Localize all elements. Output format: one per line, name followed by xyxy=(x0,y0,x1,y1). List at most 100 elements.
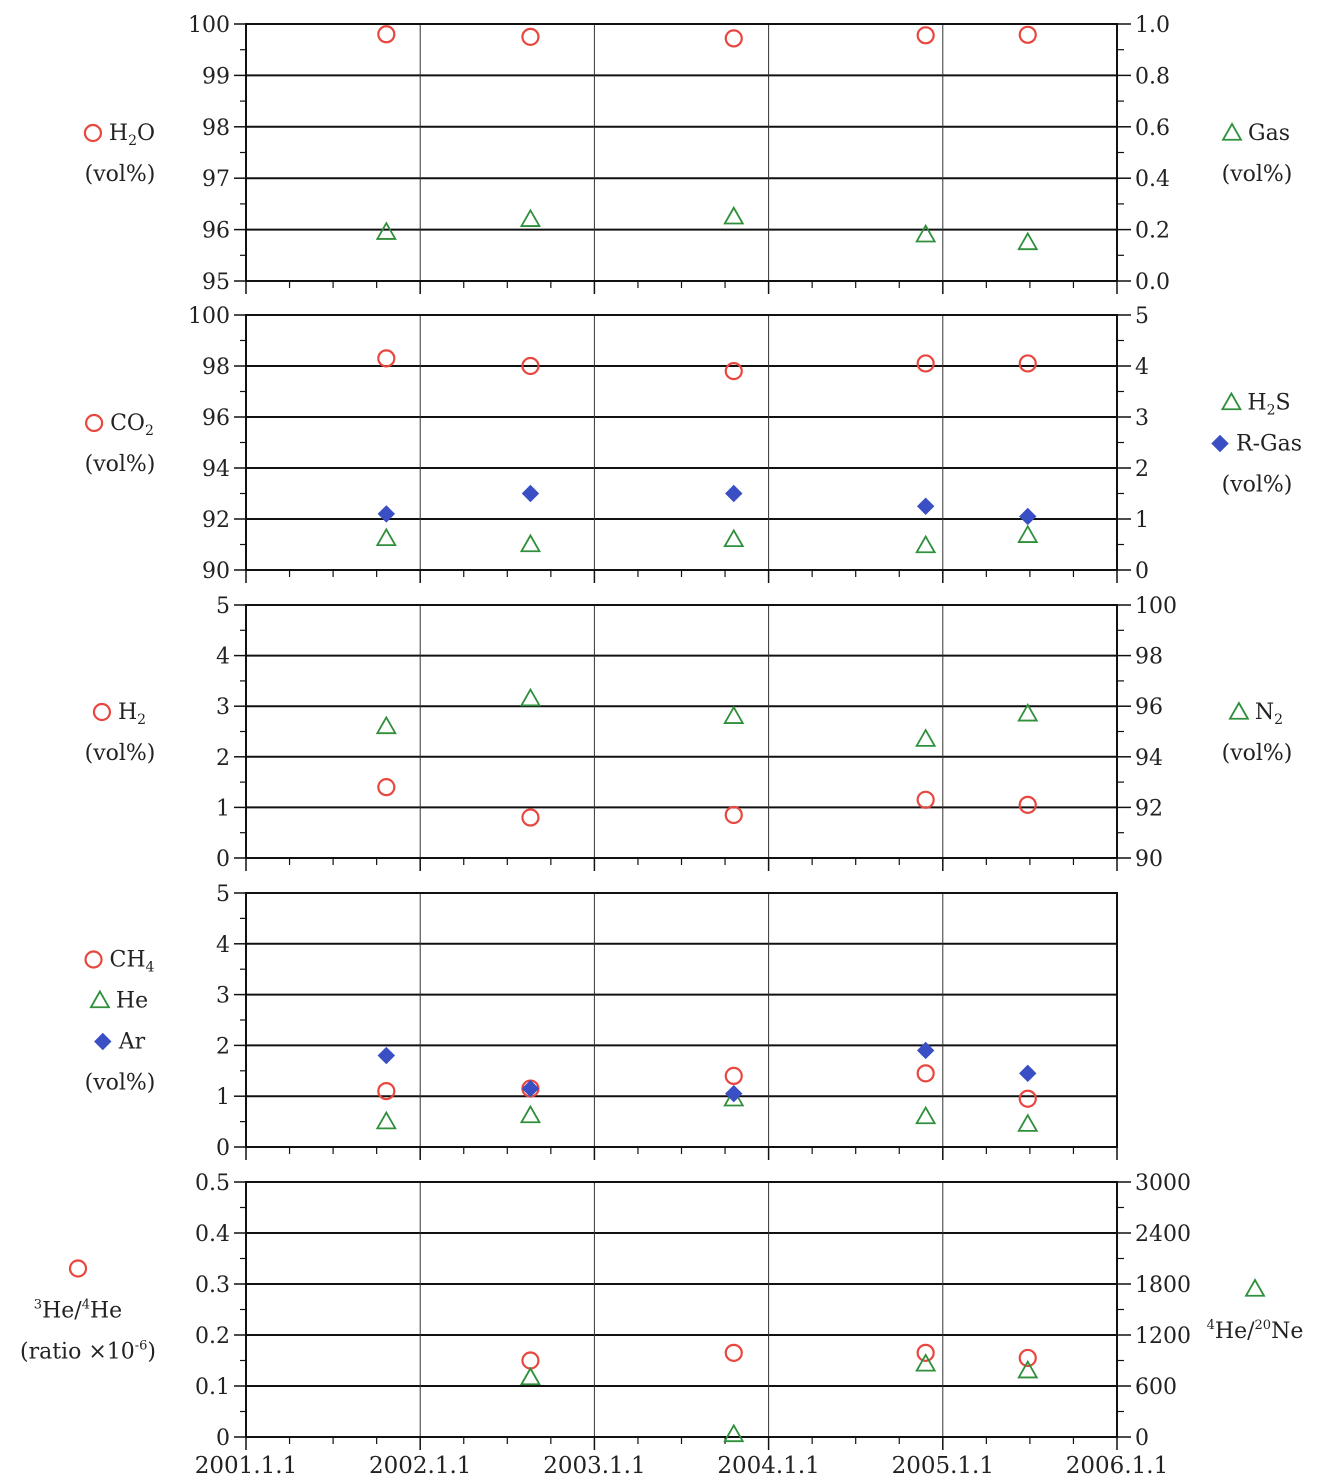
panel-1: 95 96 97 98 99 100 0.0 0.2 0.4 0.6 0.8 1.0 H2O (vol%)… xyxy=(83,13,1292,295)
data-point-Ar xyxy=(916,1041,935,1060)
data-point-R-Gas xyxy=(1019,507,1037,526)
y-left-tick-label: 2 xyxy=(216,746,230,771)
legend-marker-He xyxy=(89,989,111,1009)
legend-marker-Ar xyxy=(94,1032,112,1051)
data-point-Ar xyxy=(725,1084,743,1103)
y-left-tick-label: 100 xyxy=(188,13,230,38)
x-tick-label: 2006.1.1 xyxy=(1066,1453,1168,1479)
legend-marker-H2 xyxy=(92,702,112,722)
legend-unit: (vol%) xyxy=(85,741,156,766)
data-point-R-Gas xyxy=(916,497,935,515)
y-left-tick-label: 0 xyxy=(216,1136,230,1161)
data-point-3He/4He xyxy=(724,1343,743,1362)
legend-label-CO2: CO2 xyxy=(110,411,154,439)
data-point-N2 xyxy=(915,728,937,747)
y-left-tick-label: 3 xyxy=(216,984,230,1009)
data-point-N2 xyxy=(1017,702,1039,722)
legend-marker-N2 xyxy=(1228,701,1250,720)
data-point-4He/20Ne xyxy=(723,1423,745,1443)
y-left-tick-label: 2 xyxy=(216,1034,230,1059)
data-point-Ar xyxy=(1019,1064,1037,1083)
legend-label-H2: H2 xyxy=(118,700,146,728)
data-point-R-Gas xyxy=(377,505,396,523)
y-left-tick-label: 98 xyxy=(202,355,230,380)
y-right-tick-label: 3000 xyxy=(1135,1171,1191,1196)
data-point-H2S xyxy=(519,533,541,553)
x-tick-label: 2003.1.1 xyxy=(543,1453,645,1479)
data-point-H2 xyxy=(1018,795,1037,814)
y-left-tick-label: 5 xyxy=(216,882,230,907)
legend-marker-Gas xyxy=(1221,122,1243,141)
y-left-tick-label: 90 xyxy=(202,559,230,584)
data-point-H2 xyxy=(724,805,743,825)
data-point-CO2 xyxy=(916,354,935,373)
plot-frame xyxy=(245,23,1118,282)
y-right-tick-label: 3 xyxy=(1135,406,1149,431)
y-left-tick-label: 1 xyxy=(216,796,230,821)
y-left-tick-label: 5 xyxy=(216,594,230,619)
data-point-N2 xyxy=(723,705,745,724)
legend-marker-R-Gas xyxy=(1211,434,1229,453)
data-point-CO2 xyxy=(521,356,540,376)
legend-label-He: He xyxy=(116,989,148,1014)
plot-frame xyxy=(245,314,1118,571)
y-left-tick-label: 92 xyxy=(202,508,230,533)
data-point-Gas xyxy=(723,205,745,225)
data-point-H2 xyxy=(377,778,396,797)
data-point-3He/4He xyxy=(1018,1348,1037,1368)
y-left-tick-label: 95 xyxy=(202,270,230,295)
data-point-H2O xyxy=(521,27,540,46)
plot-frame xyxy=(245,892,1118,1148)
legend-marker-3He/4He xyxy=(68,1259,88,1278)
data-point-4He/20Ne xyxy=(915,1353,937,1372)
y-left-tick-label: 0 xyxy=(216,1426,230,1451)
y-right-tick-label: 0.2 xyxy=(1135,219,1170,244)
legend-unit: (vol%) xyxy=(85,1071,156,1096)
legend-unit: (vol%) xyxy=(1222,473,1293,498)
data-point-3He/4He xyxy=(521,1351,540,1370)
data-point-CH4 xyxy=(377,1082,396,1101)
data-point-H2S xyxy=(375,527,397,547)
y-right-tick-label: 96 xyxy=(1135,695,1163,720)
y-right-tick-label: 0.6 xyxy=(1135,116,1170,141)
data-point-H2O xyxy=(916,26,935,45)
y-left-tick-label: 100 xyxy=(188,304,230,329)
data-point-H2 xyxy=(916,790,935,809)
legend-unit: (ratio ×10-6) xyxy=(20,1339,156,1365)
x-tick-label: 2001.1.1 xyxy=(195,1453,297,1479)
data-point-He xyxy=(519,1104,541,1124)
y-left-tick-label: 0 xyxy=(216,847,230,872)
plot-frame xyxy=(245,604,1118,859)
legend-label-H2O: H2O xyxy=(109,121,155,149)
y-left-tick-label: 94 xyxy=(202,457,230,482)
y-left-tick-label: 98 xyxy=(202,116,230,141)
x-tick-label: 2005.1.1 xyxy=(892,1453,994,1479)
y-right-tick-label: 1 xyxy=(1135,508,1149,533)
data-point-CO2 xyxy=(1018,354,1037,373)
y-right-tick-label: 0.4 xyxy=(1135,167,1170,192)
legend-label-H2S: H2S xyxy=(1247,391,1290,419)
data-point-He xyxy=(1017,1113,1039,1132)
plot-frame xyxy=(245,1181,1118,1438)
y-left-tick-label: 96 xyxy=(202,406,230,431)
data-point-H2 xyxy=(521,808,540,827)
y-left-tick-label: 4 xyxy=(216,933,230,958)
y-right-tick-label: 1200 xyxy=(1135,1324,1191,1349)
y-right-tick-label: 94 xyxy=(1135,746,1163,771)
data-point-Ar xyxy=(377,1046,396,1065)
data-point-4He/20Ne xyxy=(519,1366,541,1386)
x-tick-label: 2004.1.1 xyxy=(717,1453,819,1479)
data-point-H2S xyxy=(723,528,745,548)
legend-label-Ar: Ar xyxy=(118,1030,146,1055)
y-left-tick-label: 97 xyxy=(202,167,230,192)
legend-marker-H2S xyxy=(1220,391,1242,411)
y-left-tick-label: 99 xyxy=(202,64,230,89)
legend-marker-H2O xyxy=(83,123,103,143)
y-right-tick-label: 98 xyxy=(1135,645,1163,670)
data-point-H2S xyxy=(1017,524,1039,543)
data-point-3He/4He xyxy=(916,1343,935,1362)
legend-marker-CH4 xyxy=(84,950,103,969)
panel-5: 0 0.1 0.2 0.3 0.4 0.5 0 600 1200 1800 2400 3000 3He/… xyxy=(20,1171,1303,1479)
panel-3: 0 1 2 3 4 5 90 92 94 96 98 100 H2 (vol%) N2 (vol%) xyxy=(85,594,1293,872)
